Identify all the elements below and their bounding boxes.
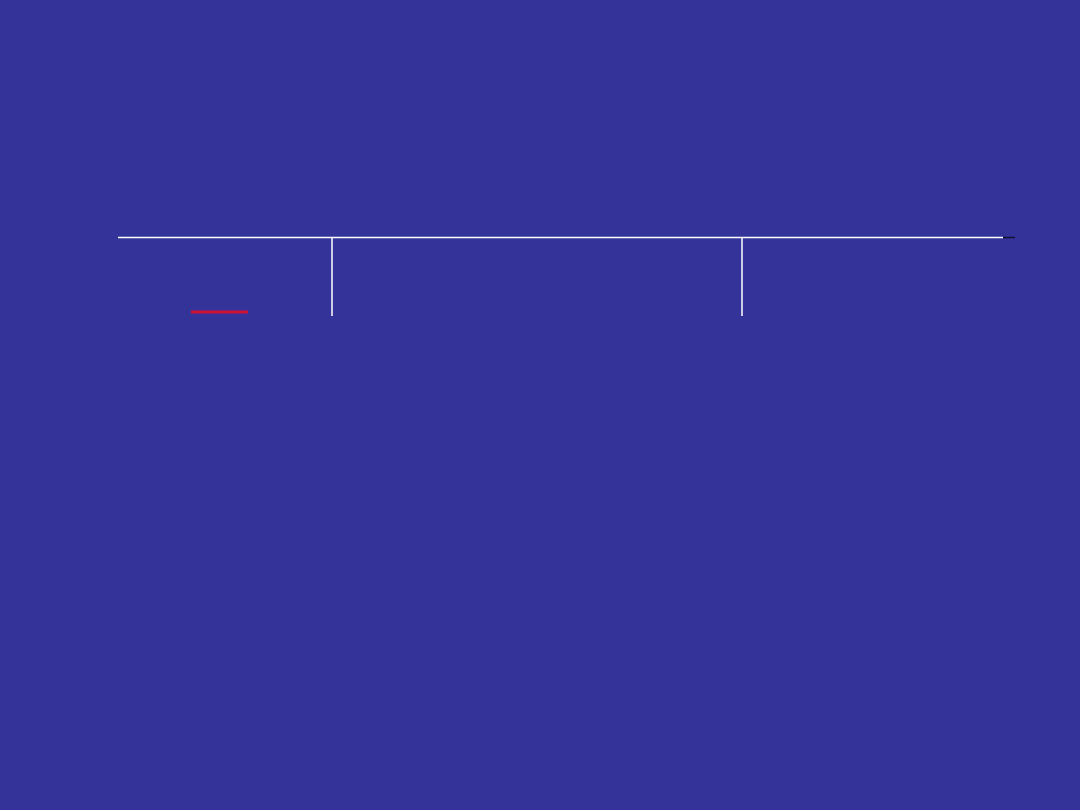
slide-background (0, 0, 1080, 810)
slide (0, 0, 1080, 810)
page: {} (() => { const data = JSON.parse(docu… (0, 0, 1080, 810)
